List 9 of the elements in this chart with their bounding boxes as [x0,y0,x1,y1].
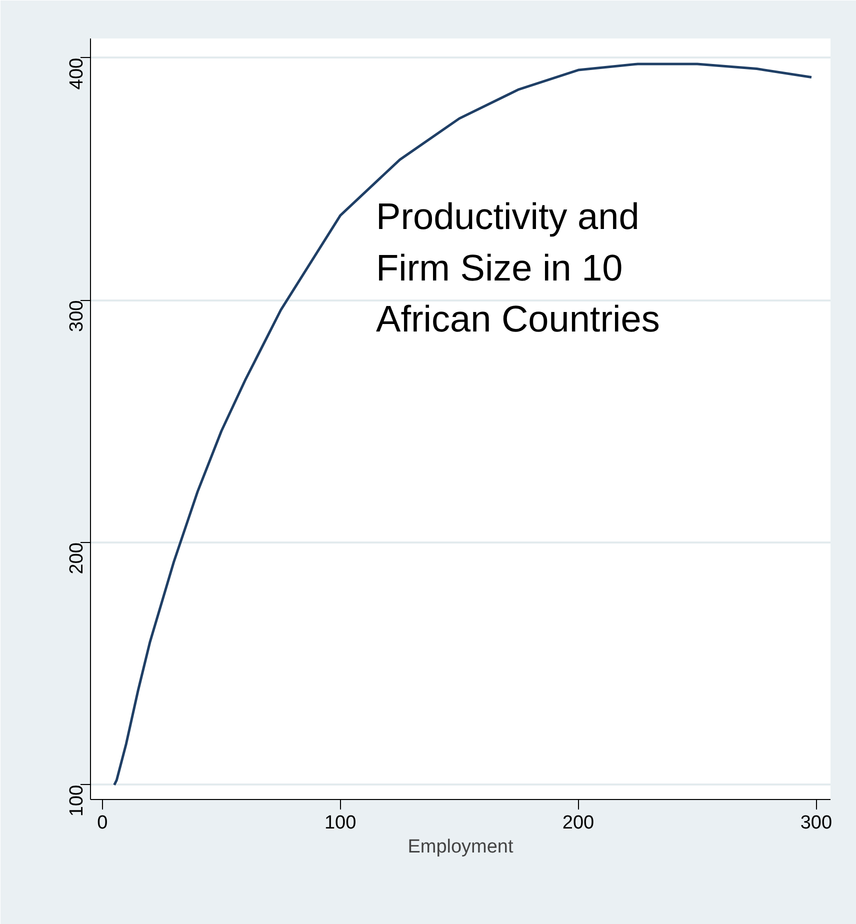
x-tick-label: 100 [324,812,356,834]
x-tick-label: 300 [800,812,832,834]
y-tick-label: 400 [66,58,88,90]
annotation: Productivity and Firm Size in 10 African Countries [376,196,660,340]
y-tick-label: 300 [66,300,88,332]
x-tick-label: 0 [97,812,108,834]
y-tick-label: 200 [66,542,88,574]
x-axis-title: Employment [408,836,514,858]
x-tick-label: 200 [562,812,594,834]
